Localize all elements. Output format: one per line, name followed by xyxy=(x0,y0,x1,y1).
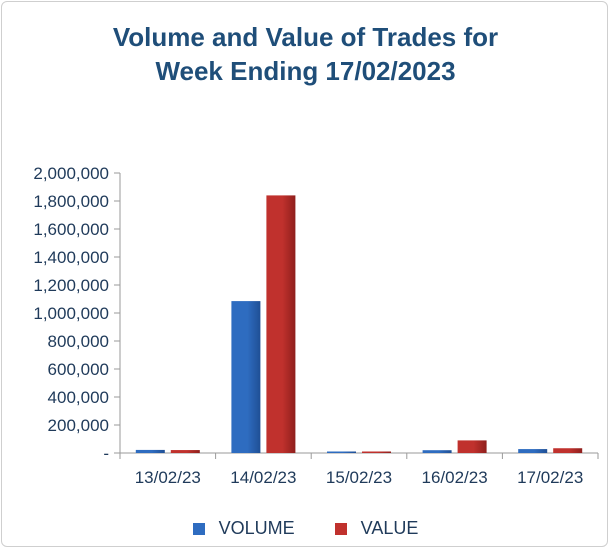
y-tick-label: 200,000 xyxy=(48,416,109,435)
chart-title-line-1: Volume and Value of Trades for xyxy=(112,22,499,52)
legend-label-volume: VOLUME xyxy=(218,518,295,538)
y-tick-label: 1,400,000 xyxy=(33,248,109,267)
y-tick-label: 400,000 xyxy=(48,388,109,407)
bar-value-4 xyxy=(553,448,583,453)
bar-value-3 xyxy=(457,440,487,453)
y-tick-label: 1,200,000 xyxy=(33,276,109,295)
y-tick-label: 1,600,000 xyxy=(33,220,109,239)
x-tick-label: 17/02/23 xyxy=(517,468,583,487)
x-tick-label: 15/02/23 xyxy=(326,468,392,487)
bar-chart: - 200,000 400,000 600,000 800,000 1,000,000 1,… xyxy=(33,164,599,487)
bar-volume-4 xyxy=(518,449,548,453)
bar-volume-2 xyxy=(327,451,356,453)
y-tick-label: - xyxy=(103,444,109,463)
x-tick-label: 13/02/23 xyxy=(135,468,201,487)
bar-value-0 xyxy=(170,450,200,453)
chart-title: Volume and Value of Trades for Week Endi… xyxy=(0,20,611,88)
legend-swatch-volume xyxy=(192,522,205,535)
legend-item-volume: VOLUME xyxy=(192,518,295,539)
legend-item-value: VALUE xyxy=(334,518,419,539)
x-tick-label: 16/02/23 xyxy=(422,468,488,487)
legend-swatch-value xyxy=(334,522,347,535)
legend-label-value: VALUE xyxy=(360,518,419,538)
x-tick-label: 14/02/23 xyxy=(230,468,296,487)
bar-volume-0 xyxy=(135,449,165,453)
bar-volume-1 xyxy=(231,301,261,453)
bar-volume-3 xyxy=(422,450,452,453)
y-tick-label: 1,000,000 xyxy=(33,304,109,323)
legend: VOLUME VALUE xyxy=(0,518,611,539)
bar-value-2 xyxy=(362,451,391,453)
y-tick-label: 600,000 xyxy=(48,360,109,379)
chart-title-line-2: Week Ending 17/02/2023 xyxy=(155,56,456,86)
y-tick-label: 1,800,000 xyxy=(33,192,109,211)
y-tick-label: 2,000,000 xyxy=(33,164,109,183)
bar-value-1 xyxy=(266,195,296,453)
y-tick-label: 800,000 xyxy=(48,332,109,351)
